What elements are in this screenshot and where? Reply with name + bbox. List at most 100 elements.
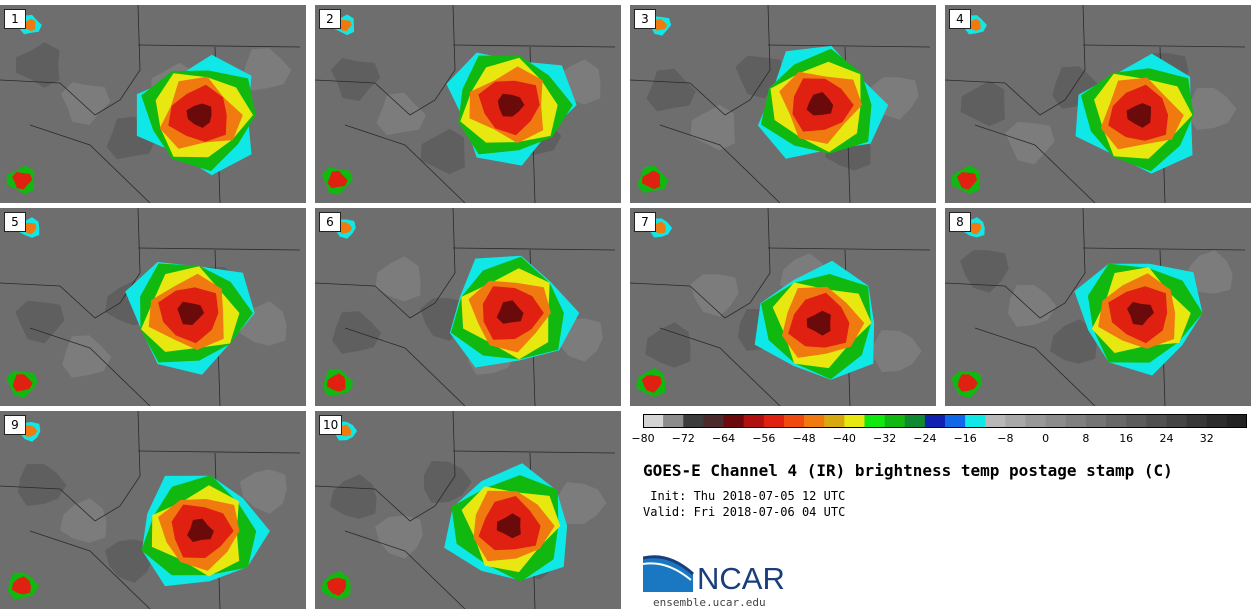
colorbar-segment: [1226, 414, 1247, 428]
colorbar-segment: [1166, 414, 1188, 428]
ir-satellite-map: [315, 208, 621, 406]
colorbar-segment: [804, 414, 825, 428]
website-url: ensemble.ucar.edu: [653, 596, 766, 609]
state-boundaries: [945, 5, 1246, 203]
colorbar-tick-label: −64: [711, 432, 736, 445]
ir-satellite-map: [630, 208, 936, 406]
member-label: 5: [4, 212, 26, 232]
cloud-region: [23, 18, 36, 32]
ir-satellite-map: [315, 5, 621, 203]
cloud-region: [958, 374, 978, 392]
cloud-region: [332, 311, 382, 354]
colorbar-segment: [904, 414, 926, 428]
colorbar-tick-label: −24: [913, 432, 937, 445]
ensemble-member-panel-6: 6: [315, 208, 621, 406]
member-label: 7: [634, 212, 656, 232]
colorbar-segment: [985, 414, 1006, 428]
cloud-region: [375, 515, 423, 559]
cloud-region: [1008, 285, 1057, 327]
cloud-region: [873, 330, 922, 372]
figure-title: GOES-E Channel 4 (IR) brightness temp po…: [643, 461, 1173, 480]
cloud-region: [956, 172, 977, 190]
cloud-region: [18, 464, 67, 506]
cloud-region: [376, 92, 426, 136]
cloud-region: [806, 92, 834, 116]
colorbar-segment: [1146, 414, 1167, 428]
ncar-logo-icon: [643, 555, 695, 592]
cloud-region: [496, 300, 524, 324]
cloud-region: [968, 18, 981, 31]
state-boundaries: [0, 208, 301, 406]
cloud-region: [968, 222, 982, 235]
ir-satellite-map: [0, 208, 306, 406]
colorbar-tick-label: −16: [953, 432, 977, 445]
cloud-region: [1126, 103, 1151, 128]
cloud-region: [326, 577, 347, 596]
ensemble-member-panel-9: 9: [0, 411, 306, 609]
cloud-region: [16, 42, 60, 88]
ir-satellite-map: [0, 5, 306, 203]
colorbar-tick-label: 0: [1042, 432, 1050, 445]
cloud-region: [12, 171, 33, 190]
cloud-region: [60, 82, 111, 125]
colorbar-tick-label: −56: [752, 432, 776, 445]
colorbar-segment: [824, 414, 845, 428]
member-label: 9: [4, 415, 26, 435]
cloud-region: [646, 68, 696, 112]
colorbar-segment: [1065, 414, 1087, 428]
colorbar-tick-label: −8: [997, 432, 1014, 445]
cloud-region: [641, 375, 662, 393]
colorbar-segment: [703, 414, 725, 428]
valid-time: Valid: Fri 2018-07-06 04 UTC: [643, 505, 846, 519]
ir-satellite-map: [945, 5, 1251, 203]
colorbar-segment: [783, 414, 805, 428]
cloud-region: [960, 250, 1009, 293]
cloud-region: [420, 128, 465, 175]
cloud-region: [23, 222, 37, 235]
temperature-colorbar: [643, 414, 1247, 428]
colorbar-segment: [924, 414, 946, 428]
colorbar-tick-labels: −80 −72 −64 −56 −48 −40 −32 −24 −16 −8 0 8 16 24 32: [631, 432, 1247, 448]
colorbar-tick-label: −48: [792, 432, 816, 445]
cloud-region: [240, 469, 287, 514]
ensemble-member-panel-3: 3: [630, 5, 936, 203]
ensemble-member-panel-2: 2: [315, 5, 621, 203]
cloud-region: [177, 301, 205, 325]
colorbar-tick-label: −32: [872, 432, 897, 445]
ir-satellite-map: [315, 411, 621, 609]
cloud-region: [690, 274, 739, 317]
cloud-region: [330, 58, 381, 101]
state-boundaries: [630, 5, 931, 203]
ir-satellite-map: [945, 208, 1251, 406]
state-boundaries: [315, 5, 616, 203]
cloud-region: [15, 300, 65, 344]
colorbar-segment: [643, 414, 664, 428]
cloud-region: [105, 539, 153, 583]
cloud-region: [423, 461, 472, 503]
member-label: 2: [319, 9, 341, 29]
colorbar-segment: [723, 414, 745, 428]
cloud-region: [1188, 88, 1237, 130]
cloud-region: [806, 310, 831, 336]
colorbar-segment: [743, 414, 765, 428]
colorbar-segment: [663, 414, 684, 428]
cloud-region: [642, 170, 661, 190]
cloud-region: [24, 425, 38, 437]
colorbar-segment: [1206, 414, 1228, 428]
ensemble-member-panel-4: 4: [945, 5, 1251, 203]
member-label: 8: [949, 212, 971, 232]
colorbar-tick-label: −72: [671, 432, 695, 445]
colorbar-tick-label: −40: [832, 432, 856, 445]
colorbar-segment: [1186, 414, 1208, 428]
ncar-logo-text: NCAR: [697, 561, 785, 596]
state-boundaries: [315, 411, 616, 609]
cloud-region: [496, 513, 521, 539]
colorbar-segment: [683, 414, 704, 428]
cloud-region: [326, 373, 346, 392]
state-boundaries: [945, 208, 1246, 406]
cloud-region: [1185, 250, 1233, 294]
cloud-region: [375, 256, 421, 302]
cloud-region: [327, 170, 348, 189]
colorbar-segment: [945, 414, 966, 428]
colorbar-tick-label: −80: [631, 432, 655, 445]
